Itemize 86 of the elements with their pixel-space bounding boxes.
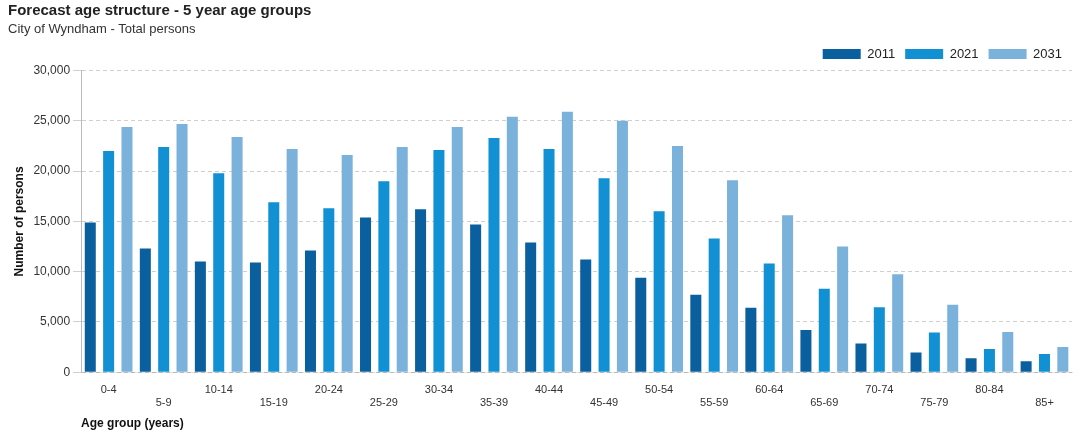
bar xyxy=(1020,361,1032,372)
bar xyxy=(745,307,757,372)
bar xyxy=(158,147,170,372)
bar xyxy=(286,149,298,372)
y-tick-label: 25,000 xyxy=(33,113,71,128)
bar xyxy=(561,111,573,372)
bar xyxy=(635,277,647,372)
x-tick-label: 35-39 xyxy=(479,396,509,409)
bar xyxy=(671,146,683,372)
bar xyxy=(727,180,739,372)
bar xyxy=(231,136,243,372)
bar xyxy=(103,151,115,372)
bar xyxy=(800,329,812,372)
bar xyxy=(433,150,445,372)
bar xyxy=(378,181,390,372)
bar xyxy=(304,250,316,372)
bar xyxy=(837,246,849,372)
x-tick-label: 80-84 xyxy=(975,382,1004,395)
bar xyxy=(1057,347,1069,372)
bar xyxy=(1038,354,1050,372)
x-tick-label: 75-79 xyxy=(920,396,949,409)
x-tick-label: 20-24 xyxy=(314,382,343,395)
y-tick-label: 30,000 xyxy=(33,62,71,77)
bar xyxy=(708,238,720,372)
bar xyxy=(782,215,794,372)
x-tick-label: 65-69 xyxy=(810,396,839,409)
bar xyxy=(451,126,463,372)
bar xyxy=(580,259,592,372)
x-tick-label: 30-34 xyxy=(424,382,453,395)
legend-label: 2011 xyxy=(867,45,896,61)
legend-label: 2031 xyxy=(1033,45,1062,61)
bar xyxy=(525,242,537,372)
y-tick-label: 15,000 xyxy=(33,213,71,228)
bar xyxy=(543,149,555,372)
bar xyxy=(653,211,665,372)
bar xyxy=(396,147,408,372)
bar xyxy=(341,155,353,372)
y-axis-title: Number of persons xyxy=(11,166,26,277)
bar xyxy=(249,262,261,372)
bar xyxy=(910,352,922,372)
chart-subtitle: City of Wyndham - Total persons xyxy=(8,21,196,37)
bar xyxy=(488,137,500,372)
bar xyxy=(415,209,427,372)
y-tick-label: 10,000 xyxy=(33,263,71,278)
bar xyxy=(690,294,702,372)
x-axis-title: Age group (years) xyxy=(81,416,184,431)
bar xyxy=(763,263,775,372)
x-tick-label: 45-49 xyxy=(590,396,619,409)
x-tick-label: 50-54 xyxy=(645,382,674,395)
x-tick-label: 55-59 xyxy=(700,396,729,409)
bar xyxy=(268,202,280,372)
bar xyxy=(323,208,335,372)
bar xyxy=(176,123,188,372)
x-tick-label: 70-74 xyxy=(865,382,894,395)
x-tick-label: 0-4 xyxy=(100,382,117,395)
bar xyxy=(360,217,372,372)
bar xyxy=(470,224,482,372)
bar xyxy=(616,120,628,372)
x-tick-label: 10-14 xyxy=(204,382,233,395)
bar xyxy=(506,116,518,372)
x-tick-label: 15-19 xyxy=(259,396,288,409)
bar xyxy=(194,261,206,372)
bar xyxy=(139,248,151,372)
chart-title: Forecast age structure - 5 year age groups xyxy=(8,1,312,19)
bar xyxy=(818,288,830,372)
y-tick-label: 0 xyxy=(63,364,71,379)
bar xyxy=(213,173,225,372)
x-tick-label: 85+ xyxy=(1035,396,1054,409)
bar xyxy=(892,274,904,372)
bar xyxy=(928,332,940,372)
bar xyxy=(947,304,959,372)
x-tick-label: 25-29 xyxy=(369,396,398,409)
bar xyxy=(983,349,995,372)
y-tick-label: 5,000 xyxy=(40,314,71,329)
x-tick-label: 40-44 xyxy=(534,382,564,395)
bar xyxy=(598,178,610,372)
y-tick-label: 20,000 xyxy=(33,163,71,178)
bar xyxy=(873,307,885,372)
x-tick-label: 60-64 xyxy=(755,382,784,395)
bar xyxy=(1002,331,1014,372)
bar xyxy=(121,126,133,372)
bar xyxy=(855,343,867,372)
bar xyxy=(965,358,977,372)
legend-label: 2021 xyxy=(949,45,979,61)
bar xyxy=(84,222,96,372)
x-tick-label: 5-9 xyxy=(155,396,172,409)
